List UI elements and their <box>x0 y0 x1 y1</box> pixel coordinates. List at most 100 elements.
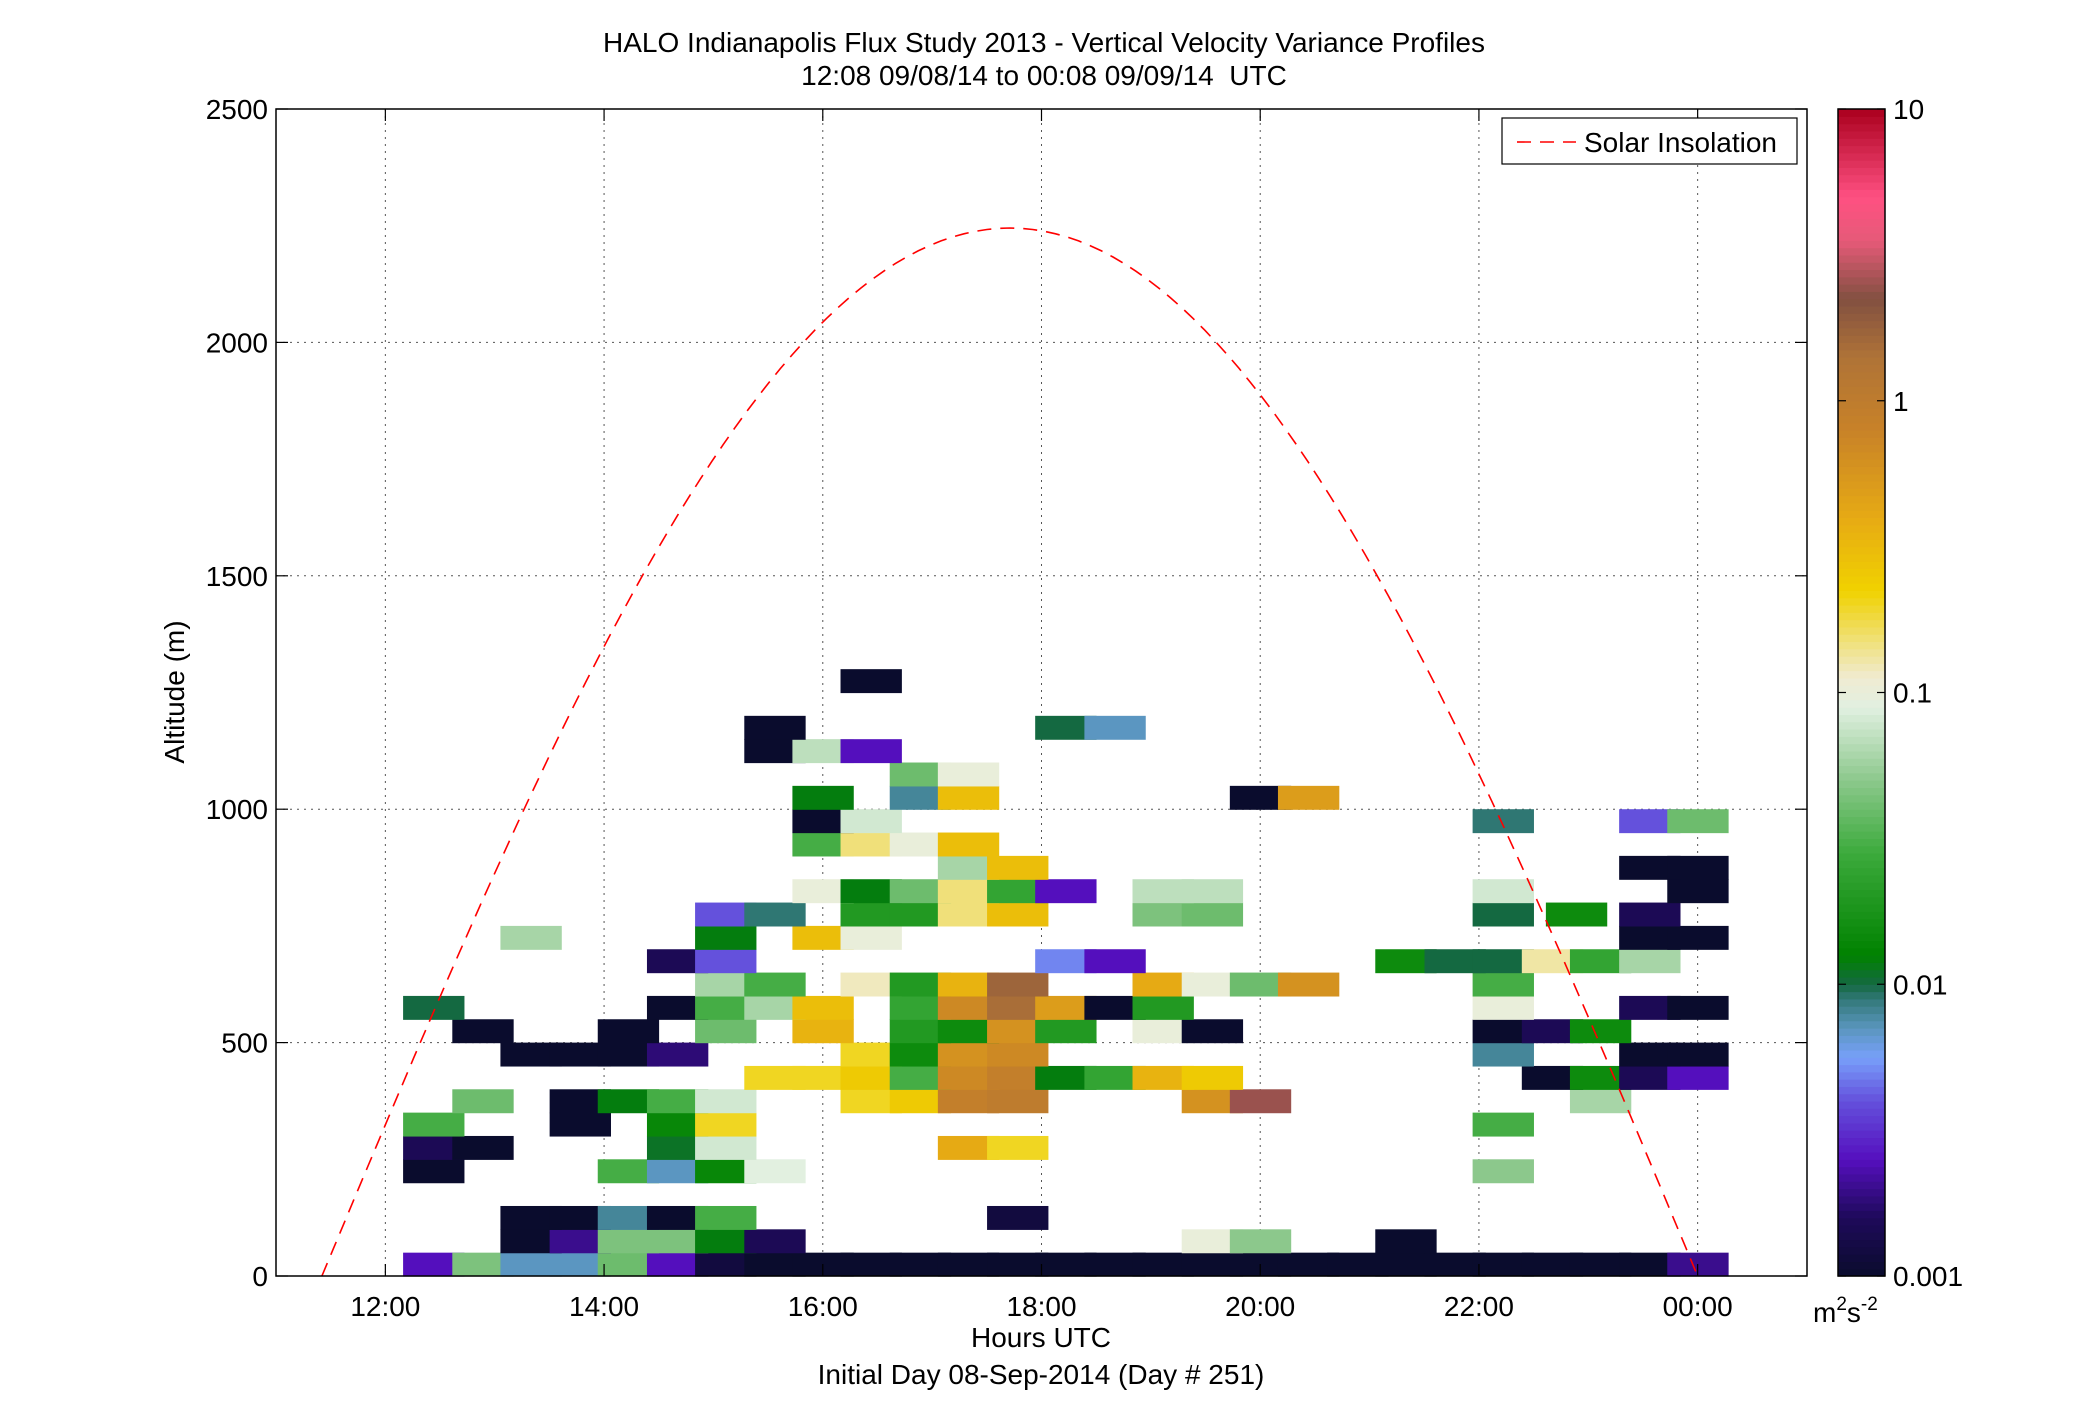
colorbar-segment <box>1838 495 1885 504</box>
heatmap-cell <box>1277 972 1340 997</box>
heatmap-cell <box>987 1089 1049 1114</box>
heatmap-cell <box>1472 809 1534 834</box>
colorbar-segment <box>1838 1137 1885 1146</box>
colorbar-segment <box>1838 138 1885 147</box>
heatmap-cell <box>1035 879 1097 904</box>
heatmap-cell <box>646 995 709 1020</box>
colorbar-segment <box>1838 634 1885 643</box>
heatmap-cell <box>937 855 1000 880</box>
colorbar-segment <box>1838 626 1885 635</box>
heatmap-cell <box>549 1089 611 1114</box>
heatmap-cell <box>597 1019 660 1044</box>
colorbar <box>1838 109 1885 1277</box>
heatmap-cell <box>1619 855 1681 880</box>
heatmap-cell <box>937 879 1000 904</box>
colorbar-segment <box>1838 882 1885 891</box>
colorbar-segment <box>1838 670 1885 679</box>
colorbar-tick-label: 0.1 <box>1893 678 1932 709</box>
heatmap-cell <box>646 1089 709 1114</box>
colorbar-segment <box>1838 1203 1885 1211</box>
heatmap-cell <box>1619 925 1681 950</box>
colorbar-segment <box>1838 656 1885 664</box>
heatmap-cell <box>937 1065 1000 1090</box>
colorbar-segment <box>1838 109 1885 117</box>
heatmap-cell <box>695 902 757 927</box>
heatmap-cell <box>1521 1252 1584 1277</box>
heatmap-cell <box>744 1252 806 1277</box>
colorbar-segment <box>1838 648 1885 657</box>
colorbar-segment <box>1838 313 1885 322</box>
heatmap-cell <box>1277 1252 1340 1277</box>
heatmap-cell <box>1424 1252 1486 1277</box>
colorbar-segment <box>1838 1086 1885 1095</box>
heatmap-cell <box>987 1252 1049 1277</box>
heatmap-cell <box>403 995 465 1020</box>
heatmap-cell <box>1181 1089 1244 1114</box>
heatmap-cell <box>1569 1065 1632 1090</box>
colorbar-segment <box>1838 532 1885 540</box>
colorbar-segment <box>1838 1028 1885 1036</box>
heatmap-cell <box>695 949 757 974</box>
colorbar-segment <box>1838 1188 1885 1197</box>
colorbar-segment <box>1838 1013 1885 1022</box>
heatmap-cell <box>646 949 709 974</box>
colorbar-segment <box>1838 1261 1885 1270</box>
colorbar-segment <box>1838 196 1885 205</box>
colorbar-segment <box>1838 852 1885 861</box>
heatmap-cell <box>840 879 902 904</box>
heatmap-cell <box>1472 949 1534 974</box>
heatmap-cell <box>500 1205 562 1230</box>
heatmap-cell <box>1084 995 1146 1020</box>
heatmap-cell <box>1084 949 1146 974</box>
heatmap-cell <box>744 1065 806 1090</box>
colorbar-segment <box>1838 568 1885 577</box>
y-tick-label: 1500 <box>206 561 268 592</box>
heatmap-cell <box>840 1065 902 1090</box>
heatmap-cell <box>549 1042 611 1067</box>
colorbar-segment <box>1838 1020 1885 1029</box>
heatmap-cell <box>937 1019 1000 1044</box>
colorbar-segment <box>1838 123 1885 132</box>
heatmap-cell <box>744 995 806 1020</box>
heatmap-cell <box>1132 1019 1194 1044</box>
heatmap-cell <box>1472 879 1534 904</box>
heatmap-cell <box>889 972 952 997</box>
y-tick-label: 2000 <box>206 327 268 358</box>
heatmap-cell <box>889 879 952 904</box>
heatmap-cell <box>792 995 854 1020</box>
colorbar-segment <box>1838 459 1885 467</box>
colorbar-segment <box>1838 590 1885 599</box>
axis-ticks <box>276 108 1807 1277</box>
heatmap-cell <box>695 972 757 997</box>
colorbar-segment <box>1838 612 1885 621</box>
colorbar-segment <box>1838 378 1885 387</box>
colorbar-segment <box>1838 524 1885 533</box>
x-tick-label: 16:00 <box>788 1291 858 1322</box>
colorbar-segment <box>1838 371 1885 380</box>
y-tick-label: 500 <box>221 1028 268 1059</box>
heatmap-cell <box>1181 902 1244 927</box>
heatmap-cell <box>840 925 902 950</box>
heatmap-cell <box>452 1089 514 1114</box>
heatmap-cell <box>744 1159 806 1184</box>
heatmap-cell <box>1035 1065 1097 1090</box>
heatmap-cell <box>1619 995 1681 1020</box>
colorbar-segment <box>1838 904 1885 912</box>
heatmap-cell <box>840 809 902 834</box>
colorbar-segment <box>1838 1079 1885 1087</box>
colorbar-segment <box>1838 510 1885 519</box>
y-tick-labels: 0 500 1000 1500 2000 2500 <box>206 94 268 1292</box>
colorbar-segment <box>1838 896 1885 905</box>
colorbar-segment <box>1838 1224 1885 1233</box>
heatmap-cell <box>1181 972 1244 997</box>
colorbar-segment <box>1838 969 1885 978</box>
colorbar-segment <box>1838 473 1885 482</box>
colorbar-segment <box>1838 502 1885 511</box>
x-tick-labels: 12:00 14:00 16:00 18:00 20:00 22:00 00:00 <box>350 1291 1732 1322</box>
colorbar-segment <box>1838 714 1885 723</box>
heatmap-cell <box>1327 1252 1389 1277</box>
colorbar-segment <box>1838 152 1885 161</box>
colorbar-segment <box>1838 984 1885 993</box>
colorbar-segment <box>1838 262 1885 271</box>
colorbar-segment <box>1838 1115 1885 1124</box>
